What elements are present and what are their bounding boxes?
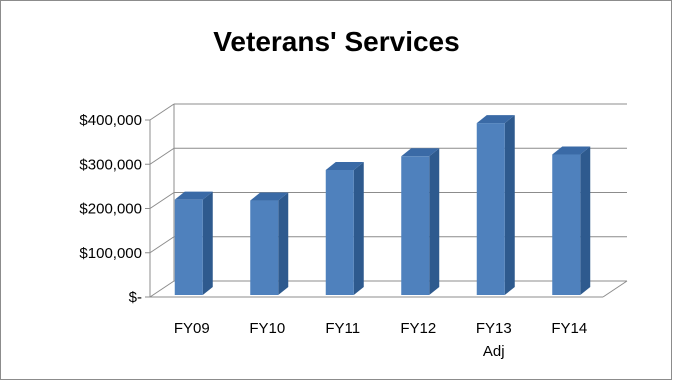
bar xyxy=(401,156,430,295)
chart-title: Veterans' Services xyxy=(213,26,460,57)
x-tick-label: FY09 xyxy=(174,320,210,337)
bar-top xyxy=(552,146,591,155)
bar-top xyxy=(174,191,213,200)
x-tick-label: Adj xyxy=(483,343,505,360)
bar xyxy=(552,154,581,295)
x-tick-label: FY11 xyxy=(325,320,360,337)
bar-top xyxy=(401,148,440,157)
gridline-depth xyxy=(149,236,175,254)
bar-side xyxy=(278,192,289,295)
x-tick-label: FY13 xyxy=(476,320,512,337)
bar-top xyxy=(325,162,364,171)
bar-side xyxy=(580,146,591,295)
y-tick-label: $400,000 xyxy=(79,112,142,129)
floor-right-edge xyxy=(602,280,628,298)
y-tick-label: $100,000 xyxy=(79,245,142,262)
bar xyxy=(476,123,505,295)
x-tick-label: FY12 xyxy=(400,320,436,337)
bar-side xyxy=(504,115,515,295)
bar-top xyxy=(476,115,515,124)
bar xyxy=(174,199,203,295)
gridline-depth xyxy=(149,280,175,298)
bar-side xyxy=(429,148,440,295)
x-tick-label: FY14 xyxy=(551,320,587,337)
bar-side xyxy=(353,162,364,295)
y-tick-label: $- xyxy=(129,289,142,306)
bar xyxy=(325,170,354,295)
gridline-depth xyxy=(149,147,175,165)
x-tick-label: FY10 xyxy=(249,320,285,337)
gridline-depth xyxy=(149,103,175,121)
y-tick-label: $200,000 xyxy=(79,201,142,218)
y-tick-label: $300,000 xyxy=(79,156,142,173)
gridline-depth xyxy=(149,192,175,209)
bar xyxy=(250,200,279,295)
bar-side xyxy=(202,191,213,295)
bar-top xyxy=(250,192,289,201)
